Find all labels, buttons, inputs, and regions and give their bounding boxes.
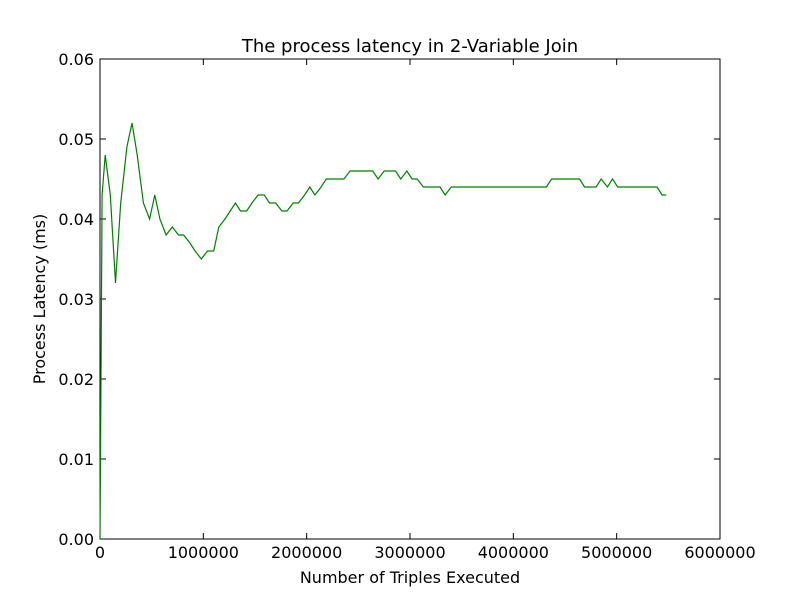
y-tick-label: 0.03 <box>58 290 94 309</box>
x-tick-label: 2000000 <box>271 543 342 562</box>
y-tick-label: 0.05 <box>58 130 94 149</box>
x-tick-label: 4000000 <box>478 543 549 562</box>
y-axis-label: Process Latency (ms) <box>30 214 49 385</box>
y-tick-label: 0.04 <box>58 210 94 229</box>
x-tick-label: 6000000 <box>684 543 755 562</box>
x-tick-label: 5000000 <box>581 543 652 562</box>
plot-area: 0 1000000 2000000 3000000 4000000 5000000 6000… <box>58 50 755 562</box>
x-axis-label: Number of Triples Executed <box>300 568 520 587</box>
x-axis-ticks: 0 1000000 2000000 3000000 4000000 5000000 6000… <box>95 59 756 562</box>
series-line <box>99 122 667 540</box>
y-tick-label: 0.02 <box>58 370 94 389</box>
x-tick-label: 1000000 <box>168 543 239 562</box>
x-tick-label: 0 <box>95 543 105 562</box>
x-tick-label: 3000000 <box>374 543 445 562</box>
y-tick-label: 0.06 <box>58 50 94 69</box>
chart-title: The process latency in 2-Variable Join <box>241 36 578 57</box>
y-tick-label: 0.00 <box>58 530 94 549</box>
y-tick-label: 0.01 <box>58 450 94 469</box>
y-axis-ticks: 0.00 0.01 0.02 0.03 0.04 0.05 0.06 <box>58 50 720 549</box>
